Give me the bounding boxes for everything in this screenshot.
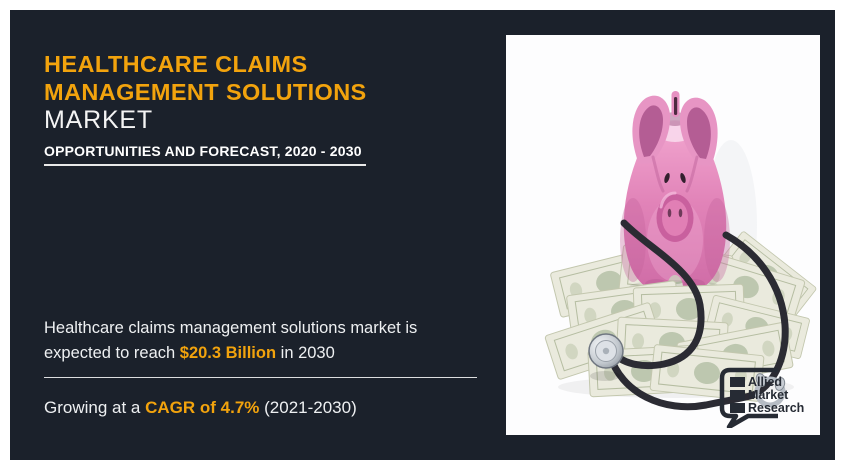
pig-snout — [656, 191, 694, 242]
pig-right-ear — [679, 97, 718, 166]
pig-left-ear — [632, 95, 671, 164]
logo-text-market: Market — [748, 388, 789, 402]
forecast-prefix: Healthcare claims management solutions m… — [44, 319, 418, 362]
title-line-2: MANAGEMENT SOLUTIONS — [44, 79, 367, 105]
title-block: HEALTHCARE CLAIMS MANAGEMENT SOLUTIONS MAR… — [44, 50, 494, 166]
page-title: HEALTHCARE CLAIMS MANAGEMENT SOLUTIONS MAR… — [44, 50, 494, 134]
market-value: $20.3 Billion — [179, 343, 277, 362]
cagr-value: CAGR of 4.7% — [145, 398, 260, 417]
speech-bubble-icon: Allied Market Research — [719, 367, 804, 428]
title-line-3: MARKET — [44, 106, 153, 134]
illustration-box: Allied Market Research — [506, 35, 820, 435]
logo-text-research: Research — [748, 401, 804, 415]
stethoscope — [588, 219, 789, 411]
divider-line — [44, 377, 477, 378]
pig-right-eye — [680, 173, 686, 183]
pig-left-eye — [664, 173, 670, 183]
coin-slot — [671, 91, 680, 117]
cagr-suffix: (2021-2030) — [259, 398, 357, 417]
title-line-1: HEALTHCARE CLAIMS — [44, 51, 308, 77]
stethoscope-earpieces — [754, 373, 786, 408]
cagr-prefix: Growing at a — [44, 398, 146, 417]
piggy-bank-illustration — [544, 91, 818, 411]
cagr-text: Growing at a CAGR of 4.7% (2021-2030) — [44, 398, 357, 418]
amr-logo: Allied Market Research — [718, 366, 810, 428]
subtitle-forecast-range: OPPORTUNITIES AND FORECAST, 2020 - 2030 — [44, 143, 366, 166]
piggy-bank — [620, 91, 730, 289]
logo-text-allied: Allied — [748, 375, 782, 389]
stethoscope-chest-piece — [588, 333, 624, 369]
infographic-panel: HEALTHCARE CLAIMS MANAGEMENT SOLUTIONS MAR… — [10, 10, 835, 460]
market-forecast-text: Healthcare claims management solutions m… — [44, 316, 482, 365]
forecast-suffix: in 2030 — [276, 343, 335, 362]
